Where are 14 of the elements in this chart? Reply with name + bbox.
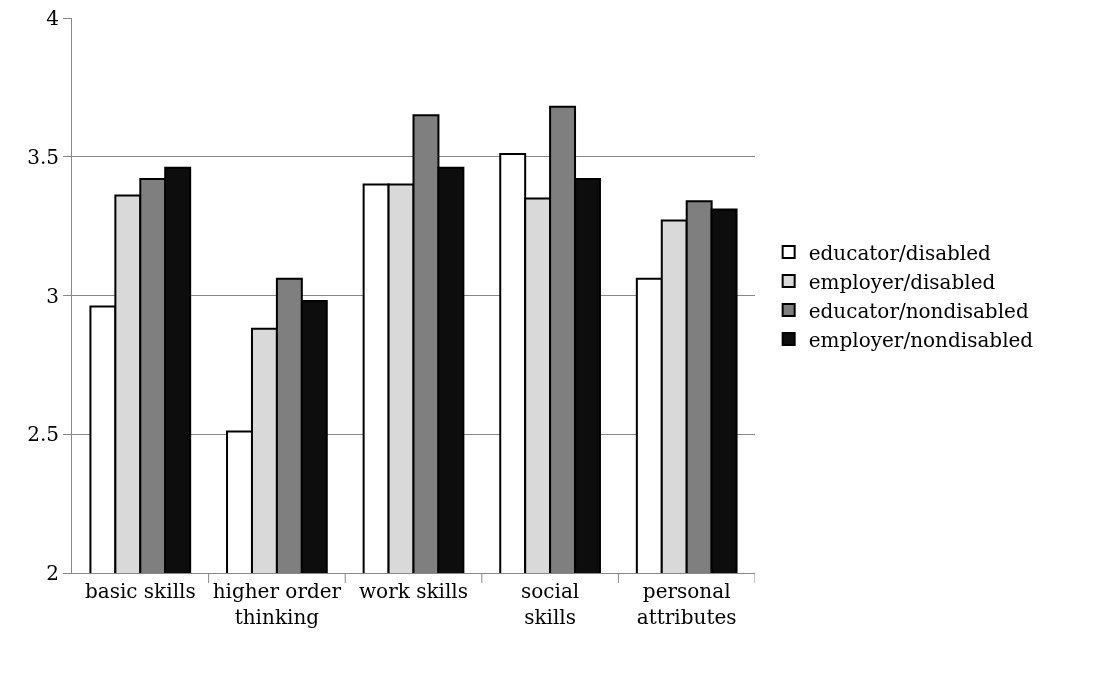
y-tick-label: 3.5 (27, 144, 59, 169)
x-tick-label: higher order thinking (212, 579, 342, 629)
y-tick-label: 2.5 (27, 422, 59, 447)
y-tick-label: 4 (46, 6, 59, 30)
x-tick-label: social skills (520, 579, 580, 629)
legend-label: educator/disabled (808, 240, 992, 265)
x-tick-label: work skills (358, 579, 469, 603)
y-tick-label: 3 (46, 283, 59, 308)
x-tick-label: basic skills (84, 579, 196, 603)
legend-label: employer/disabled (808, 269, 996, 294)
legend-label: employer/nondisabled (808, 327, 1034, 352)
legend-label: educator/nondisabled (808, 298, 1029, 323)
y-tick-label: 2 (46, 561, 59, 585)
x-tick-label: personal attributes (636, 579, 737, 629)
